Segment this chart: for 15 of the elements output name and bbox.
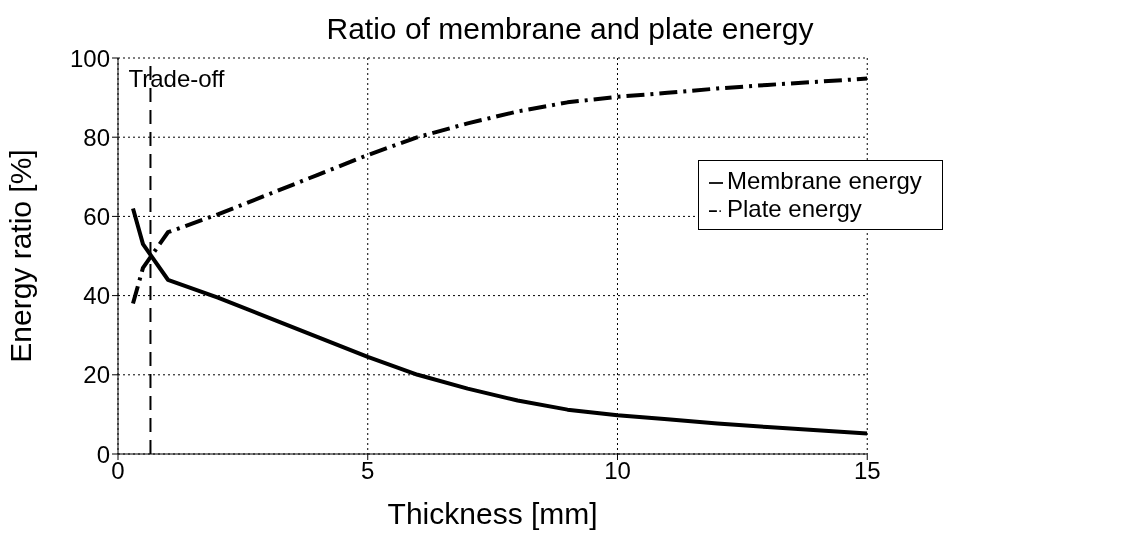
ref-line-label: Trade-off: [128, 65, 225, 93]
x-axis-title: Thickness [mm]: [387, 497, 598, 530]
legend-label: Plate energy: [727, 195, 862, 222]
x-tick-label: 15: [853, 457, 881, 485]
y-tick-label: 100: [69, 44, 110, 72]
y-tick-label: 80: [83, 123, 110, 151]
y-tick-label: 40: [83, 282, 110, 310]
chart-title: Ratio of membrane and plate energy: [326, 12, 814, 45]
y-axis-title: Energy ratio [%]: [3, 149, 37, 363]
x-tick-label: 10: [604, 457, 631, 485]
y-tick-label: 20: [83, 361, 110, 389]
y-tick-label: 60: [83, 202, 110, 230]
legend-label: Membrane energy: [727, 167, 922, 194]
y-tick-label: 0: [96, 440, 110, 468]
x-tick-label: 5: [361, 457, 375, 485]
